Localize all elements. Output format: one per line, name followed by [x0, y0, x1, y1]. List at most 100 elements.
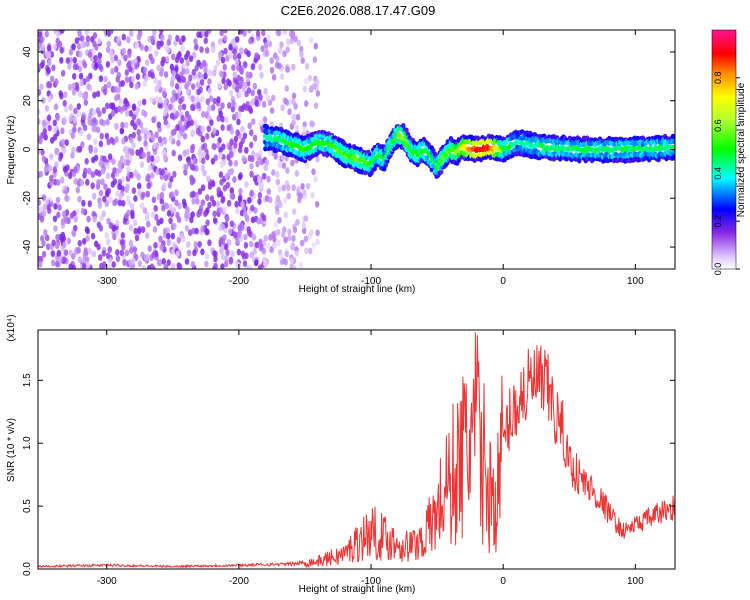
heatmap-cell: [73, 166, 78, 173]
heatmap-cell: [117, 166, 123, 174]
heatmap-cell: [292, 208, 297, 216]
heatmap-cell: [146, 156, 151, 164]
heatmap-cell: [60, 176, 65, 184]
heatmap-cell: [83, 99, 89, 106]
heatmap-cell: [290, 242, 296, 249]
heatmap-cell: [277, 217, 282, 224]
x-tick-label: 100: [627, 276, 644, 287]
heatmap-cell: [60, 69, 66, 77]
heatmap-cell: [171, 53, 176, 61]
heatmap-cell: [203, 37, 208, 45]
heatmap-cell: [197, 241, 202, 248]
x-tick-label: 0: [500, 576, 506, 587]
heatmap-cell: [263, 259, 268, 266]
heatmap-cell: [71, 89, 77, 96]
heatmap-ridge-cell: [672, 134, 675, 140]
heatmap-cell: [101, 107, 107, 114]
heatmap-cell: [120, 232, 126, 239]
heatmap-cell: [175, 250, 180, 258]
heatmap-ridge-cell: [424, 155, 430, 161]
heatmap-cell: [221, 253, 226, 261]
heatmap-cell: [252, 134, 258, 142]
heatmap-cell: [192, 157, 197, 165]
heatmap-cell: [124, 76, 130, 83]
heatmap-cell: [212, 143, 217, 151]
heatmap-cell: [204, 253, 210, 260]
heatmap-cell: [258, 93, 263, 101]
heatmap-cell: [117, 199, 123, 207]
heatmap-cell: [159, 192, 165, 199]
heatmap-cell: [92, 215, 97, 223]
top-y-axis-label: Frequency (Hz): [6, 116, 17, 185]
heatmap-cell: [40, 148, 45, 156]
heatmap-cell: [227, 199, 232, 207]
heatmap-cell: [300, 239, 305, 247]
heatmap-cell: [232, 48, 238, 56]
heatmap-cell: [139, 147, 144, 154]
heatmap-cell: [250, 89, 255, 97]
heatmap-cell: [210, 104, 216, 111]
heatmap-cell: [103, 75, 108, 83]
heatmap-cell: [77, 195, 82, 203]
heatmap-cell: [170, 232, 175, 240]
heatmap-cell: [238, 66, 244, 74]
heatmap-cell: [186, 121, 191, 128]
heatmap-cell: [96, 179, 101, 186]
heatmap-cell: [137, 182, 142, 190]
heatmap-cell: [98, 224, 104, 232]
heatmap-cell: [115, 255, 121, 263]
heatmap-cell: [271, 94, 276, 102]
heatmap-cell: [54, 148, 59, 155]
heatmap-cell: [46, 114, 52, 122]
heatmap-cell: [224, 243, 229, 251]
heatmap-cell: [82, 238, 87, 245]
heatmap-cell: [69, 212, 75, 220]
heatmap-cell: [150, 35, 155, 43]
heatmap-cell: [261, 100, 267, 108]
heatmap-cell: [286, 184, 291, 192]
heatmap-cell: [136, 173, 141, 181]
heatmap-cell: [307, 74, 313, 82]
heatmap-cell: [237, 195, 243, 203]
heatmap-cell: [146, 220, 151, 228]
heatmap-cell: [259, 71, 264, 79]
heatmap-cell: [201, 111, 206, 118]
heatmap-cell: [55, 114, 60, 121]
heatmap-cell: [144, 74, 149, 82]
bottom-y-axis: 0.0 0.5 1.0 1.5: [22, 373, 675, 576]
heatmap-cell: [87, 51, 93, 58]
heatmap-cell: [131, 257, 136, 265]
heatmap-cell: [93, 54, 98, 62]
heatmap-cell: [315, 238, 320, 246]
heatmap-cell: [235, 129, 240, 137]
heatmap-cell: [229, 192, 234, 200]
bottom-x-axis-label: Height of straight line (km): [299, 584, 416, 595]
heatmap-cell: [74, 82, 80, 89]
heatmap-cell: [219, 247, 224, 255]
heatmap-cell: [233, 159, 239, 167]
heatmap-cell: [127, 147, 132, 155]
heatmap-cell: [151, 116, 156, 124]
heatmap-cell: [200, 225, 205, 233]
heatmap-cell: [222, 206, 227, 214]
heatmap-cell: [116, 86, 121, 94]
colorbar-tick-label: 0.0: [713, 263, 723, 276]
heatmap-cell: [38, 260, 43, 268]
heatmap-cell: [304, 100, 309, 107]
heatmap-cell: [165, 55, 170, 63]
heatmap-cell: [313, 175, 318, 183]
heatmap-cell: [169, 135, 174, 143]
figure-title: C2E6.2026.088.17.47.G09: [281, 3, 436, 18]
heatmap-cell: [47, 59, 52, 67]
heatmap-cell: [172, 222, 177, 230]
heatmap-cell: [104, 132, 110, 140]
heatmap-cell: [163, 174, 169, 182]
heatmap-cell: [185, 67, 190, 75]
heatmap-cell: [118, 159, 123, 167]
heatmap-cell: [85, 178, 90, 186]
heatmap-cell: [59, 46, 64, 54]
heatmap-cell: [291, 235, 296, 242]
heatmap-cell: [43, 165, 49, 173]
heatmap-cell: [292, 113, 297, 121]
heatmap-cell: [105, 252, 111, 260]
